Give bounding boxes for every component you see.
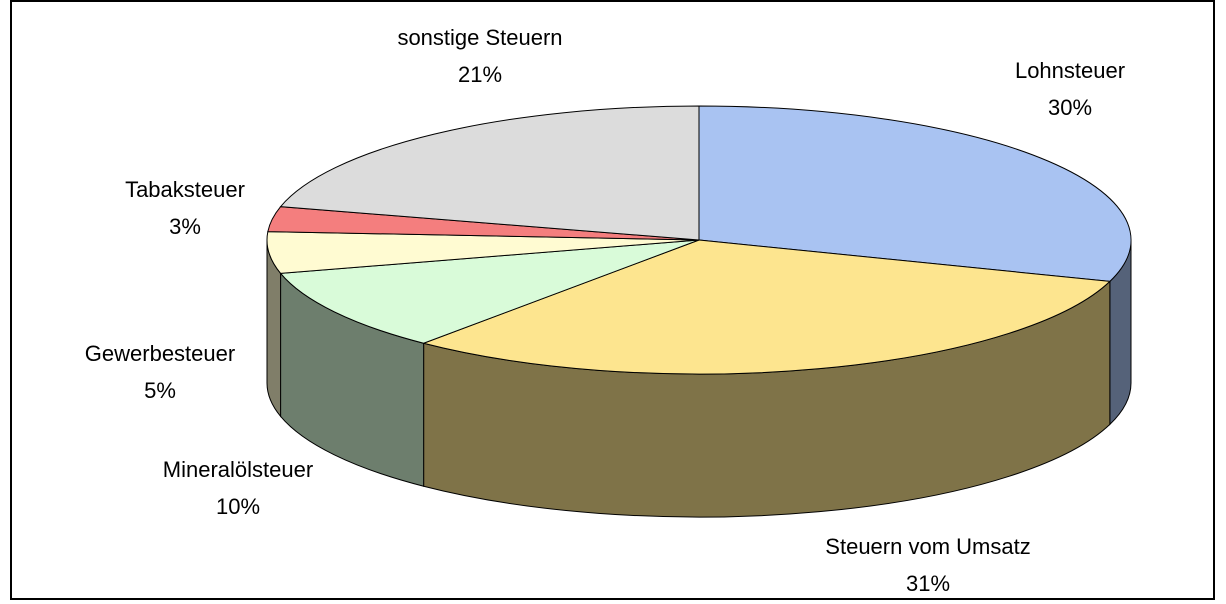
pie-slice (698, 105, 1132, 282)
slice-label: Steuern vom Umsatz (825, 534, 1030, 559)
pie-slice (279, 239, 700, 344)
slice-label: Lohnsteuer (1015, 58, 1125, 83)
pie-slice (421, 239, 1111, 375)
slice-label: sonstige Steuern (397, 25, 562, 50)
slice-label: Mineralölsteuer (163, 457, 313, 482)
slice-value-label: 5% (144, 378, 176, 403)
slice-value-label: 3% (169, 214, 201, 239)
slice-value-label: 30% (1048, 95, 1092, 120)
slice-label: Tabaksteuer (125, 177, 245, 202)
slice-label: Gewerbesteuer (85, 341, 235, 366)
slice-value-label: 10% (216, 494, 260, 519)
slice-value-label: 21% (458, 62, 502, 87)
pie-slice (279, 105, 700, 241)
slice-value-label: 31% (906, 571, 950, 596)
